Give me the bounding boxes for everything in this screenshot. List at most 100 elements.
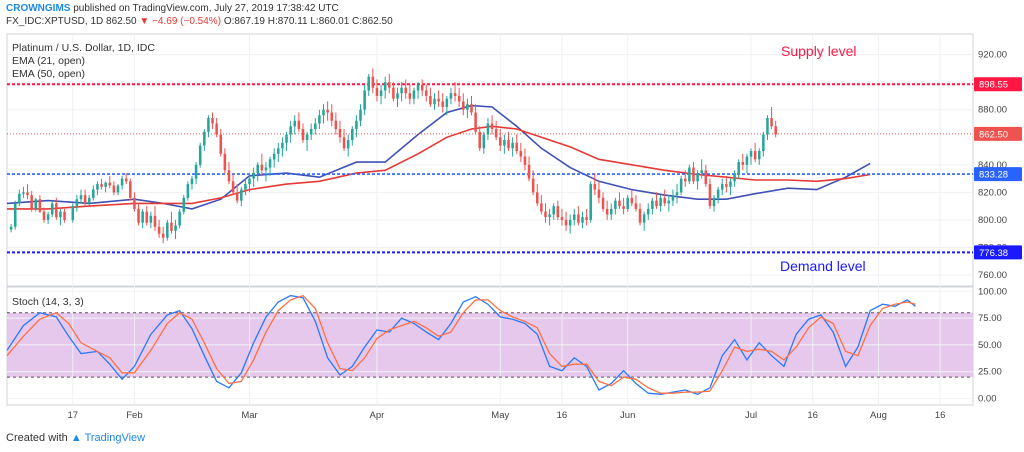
tradingview-link[interactable]: TradingView	[84, 432, 146, 444]
candle-body	[198, 145, 202, 165]
candle	[244, 178, 247, 196]
candle-body	[704, 170, 708, 185]
candle	[675, 184, 679, 204]
price-tick-label: 820.00	[978, 187, 1007, 198]
candle	[309, 123, 313, 141]
last-price-tag	[974, 126, 1022, 141]
candle-body	[412, 90, 416, 99]
candle	[441, 93, 445, 113]
candle	[42, 207, 46, 223]
price-pane[interactable]	[6, 33, 974, 287]
candle	[104, 181, 107, 193]
candle-body	[268, 159, 272, 168]
candle	[490, 115, 494, 135]
candle-body	[404, 87, 408, 94]
x-tick-label: Apr	[370, 410, 385, 421]
candle	[511, 137, 514, 157]
candle	[741, 153, 745, 171]
candle-body	[642, 214, 646, 223]
candle-body	[272, 153, 276, 160]
candle	[593, 173, 597, 196]
author-name[interactable]: CROWNGIMS	[6, 3, 71, 14]
candle-body	[515, 142, 518, 152]
candle-body	[433, 98, 436, 105]
candle	[145, 206, 149, 226]
candle	[704, 164, 708, 187]
candle	[203, 129, 206, 152]
candle	[285, 131, 288, 152]
candle-body	[359, 109, 362, 121]
candle-body	[157, 226, 161, 234]
candle	[507, 131, 510, 152]
candle-body	[281, 142, 284, 149]
candle-body	[720, 184, 724, 190]
candle-body	[235, 192, 239, 201]
candle	[18, 189, 21, 207]
candle	[50, 200, 54, 218]
candle	[535, 184, 539, 207]
candle	[170, 211, 173, 234]
candle-body	[338, 129, 342, 138]
candle	[83, 189, 87, 207]
candle-body	[318, 115, 321, 124]
candle-body	[9, 226, 13, 230]
candle-body	[392, 87, 395, 99]
candle	[186, 181, 190, 201]
candle-body	[256, 164, 260, 174]
candle	[38, 195, 42, 214]
candle	[301, 123, 305, 143]
candle-body	[716, 189, 720, 198]
candle	[166, 219, 169, 241]
candle	[457, 87, 461, 107]
candle-body	[622, 206, 625, 209]
stoch-tick-label: 75.00	[978, 313, 1002, 324]
candle-body	[531, 178, 535, 193]
candle-body	[153, 215, 157, 227]
last-price: 862.50	[106, 16, 137, 27]
candle	[71, 203, 75, 223]
ohlc-values: O:867.19 H:870.11 L:860.01 C:862.50	[223, 16, 393, 27]
candle-body	[100, 184, 103, 187]
candle-body	[46, 214, 50, 220]
candle-body	[572, 214, 576, 220]
candle	[182, 195, 186, 215]
candle-body	[363, 90, 366, 110]
candle	[371, 68, 375, 94]
candle	[79, 189, 83, 204]
x-tick-label: Feb	[126, 410, 142, 421]
candle	[260, 153, 264, 176]
candle-body	[309, 129, 313, 135]
candle-body	[429, 95, 432, 105]
candle	[729, 178, 732, 196]
candle-body	[55, 203, 58, 218]
candle	[749, 148, 753, 165]
candle	[527, 156, 531, 182]
candle-body	[223, 153, 227, 171]
x-tick-label: 16	[557, 410, 568, 421]
candle	[688, 164, 691, 185]
supply-level-label: Supply level	[781, 43, 857, 59]
candle	[540, 195, 543, 215]
demand-level-label: Demand level	[780, 258, 866, 274]
candle	[161, 226, 165, 244]
candle-body	[383, 82, 387, 91]
candle-body	[351, 129, 354, 141]
candle-body	[285, 134, 288, 143]
candle-body	[692, 167, 695, 182]
x-tick-label: Mar	[241, 410, 257, 421]
candle	[720, 178, 724, 196]
candle	[268, 156, 272, 176]
candle	[494, 120, 498, 141]
candle	[355, 115, 358, 138]
candle-body	[462, 101, 465, 110]
candle-body	[190, 178, 194, 185]
candle-body	[626, 197, 629, 209]
candle	[120, 175, 124, 190]
candle-body	[700, 170, 703, 174]
candle	[597, 181, 601, 204]
x-tick-label: May	[491, 410, 509, 421]
stoch-tick-label: 0.00	[978, 394, 997, 405]
candle-body	[589, 184, 592, 220]
candle-body	[762, 134, 765, 152]
